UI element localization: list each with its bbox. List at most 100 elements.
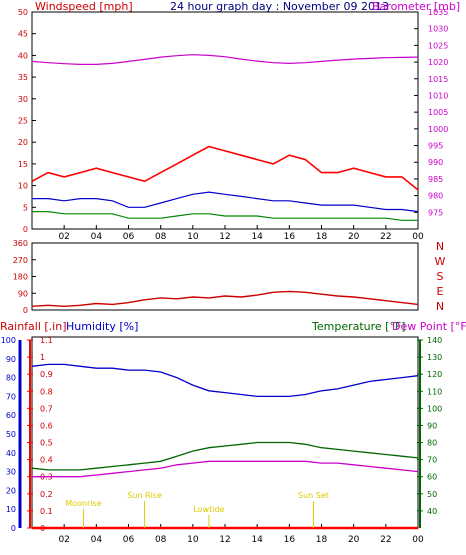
windspeed-tick-label: 40: [18, 51, 28, 60]
rain-tick-label: 1: [40, 353, 45, 362]
rain-tick-label: 0.6: [40, 421, 53, 430]
rain-tick-label: 0.2: [40, 490, 53, 499]
barometer-tick-label: 1015: [428, 75, 448, 84]
chart-marks-layer: 0510152025303540455097598098599099510001…: [1, 8, 449, 545]
x-tick-label: 04: [91, 232, 103, 242]
barometer-tick-label: 1020: [428, 58, 448, 67]
windspeed-tick-label: 25: [18, 117, 28, 126]
x-tick-label: 00: [412, 232, 424, 242]
x-tick-label: 16: [284, 232, 296, 242]
humidity-tick-label: 70: [6, 392, 16, 401]
windspeed-tick-label: 15: [18, 160, 28, 169]
x-tick-label: 00: [412, 535, 424, 545]
x-tick-label: 14: [251, 535, 263, 545]
x-tick-label: 08: [155, 535, 167, 545]
windspeed-tick-label: 10: [18, 182, 28, 191]
x-tick-label: 16: [284, 535, 296, 545]
barometer-tick-label: 1030: [428, 25, 448, 34]
direction-tick-label: 270: [13, 256, 28, 265]
humidity-tick-label: 30: [6, 468, 16, 477]
barometer-tick-label: 1035: [428, 8, 448, 17]
rain-tick-label: 0.8: [40, 387, 53, 396]
temp-tick-label: 140: [427, 336, 442, 345]
x-tick-label: 04: [91, 535, 103, 545]
rainfall-axis-label: Rainfall [.in]: [0, 320, 67, 333]
barometer-tick-label: 1005: [428, 108, 448, 117]
temp-tick-label: 60: [427, 473, 437, 482]
x-tick-label: 12: [219, 535, 230, 545]
x-tick-label: 20: [348, 232, 360, 242]
direction-tick-label: 360: [13, 239, 28, 248]
humidity-tick-label: 40: [6, 449, 16, 458]
event-label: Sun Set: [298, 491, 329, 500]
windspeed-tick-label: 0: [23, 225, 28, 234]
humidity-tick-label: 20: [6, 486, 16, 495]
compass-label: S: [437, 270, 444, 283]
x-tick-label: 20: [348, 535, 360, 545]
temp-tick-label: 80: [427, 439, 437, 448]
windspeed-axis-label: Windspeed [mph]: [35, 0, 133, 13]
temp-tick-label: 90: [427, 421, 437, 430]
series-line-gust: [31, 145, 419, 191]
x-tick-label: 18: [316, 232, 328, 242]
direction-plot-frame: [31, 242, 419, 311]
barometer-tick-label: 990: [428, 158, 443, 167]
humidity-tick-label: 0: [11, 524, 16, 533]
compass-label: N: [436, 240, 444, 253]
windspeed-tick-label: 50: [18, 8, 28, 17]
rain-tick-label: 0.7: [40, 404, 53, 413]
barometer-tick-label: 975: [428, 208, 443, 217]
humidity-tick-label: 100: [1, 336, 16, 345]
x-tick-label: 06: [123, 535, 135, 545]
rain-tick-label: 0.4: [40, 456, 53, 465]
x-tick-label: 06: [123, 232, 135, 242]
x-tick-label: 10: [187, 232, 199, 242]
barometer-tick-label: 1010: [428, 91, 448, 100]
direction-tick-label: 0: [23, 306, 28, 315]
rain-tick-label: 0.1: [40, 507, 53, 516]
direction-tick-label: 90: [18, 289, 28, 298]
rain-tick-label: 0.5: [40, 439, 53, 448]
chart-title: 24 hour graph day : November 09 2013: [170, 0, 389, 13]
x-tick-label: 22: [380, 232, 391, 242]
barometer-tick-label: 995: [428, 142, 443, 151]
series-line-direction: [31, 290, 419, 308]
temp-tick-label: 40: [427, 507, 437, 516]
humidity-tick-label: 90: [6, 355, 16, 364]
temp-tick-label: 130: [427, 353, 442, 362]
windspeed-tick-label: 30: [18, 95, 28, 104]
temp-tick-label: 50: [427, 490, 437, 499]
humidity-tick-label: 10: [6, 505, 16, 514]
x-tick-label: 18: [316, 535, 328, 545]
humidity-tick-label: 60: [6, 411, 16, 420]
x-tick-label: 12: [219, 232, 230, 242]
x-tick-label: 10: [187, 535, 199, 545]
x-tick-label: 02: [58, 535, 69, 545]
barometer-tick-label: 985: [428, 175, 443, 184]
barometer-tick-label: 1000: [428, 125, 448, 134]
windspeed-tick-label: 45: [18, 30, 28, 39]
temperature-axis-label: Temperature [°F]: [311, 320, 406, 333]
series-line-barometer: [31, 54, 419, 65]
humidity-axis-label: Humidity [%]: [66, 320, 138, 333]
x-tick-label: 22: [380, 535, 391, 545]
compass-label: E: [437, 285, 444, 298]
event-label: Sun Rise: [127, 491, 162, 500]
barometer-tick-label: 980: [428, 192, 443, 201]
temp-tick-label: 70: [427, 456, 437, 465]
temp-tick-label: 120: [427, 370, 442, 379]
series-line-dew-point: [32, 460, 419, 478]
windspeed-tick-label: 35: [18, 73, 28, 82]
event-label: Moonrise: [65, 499, 101, 508]
direction-tick-label: 180: [13, 273, 28, 282]
x-tick-label: 02: [58, 232, 69, 242]
barometer-tick-label: 1025: [428, 41, 448, 50]
barometer-axis-label: Barometer [mb]: [372, 0, 460, 13]
event-label: Lowtide: [193, 505, 224, 514]
series-line-humidity: [31, 363, 419, 398]
x-tick-label: 14: [251, 232, 263, 242]
series-line-wind: [32, 211, 418, 221]
rain-tick-label: 1.1: [40, 336, 53, 345]
